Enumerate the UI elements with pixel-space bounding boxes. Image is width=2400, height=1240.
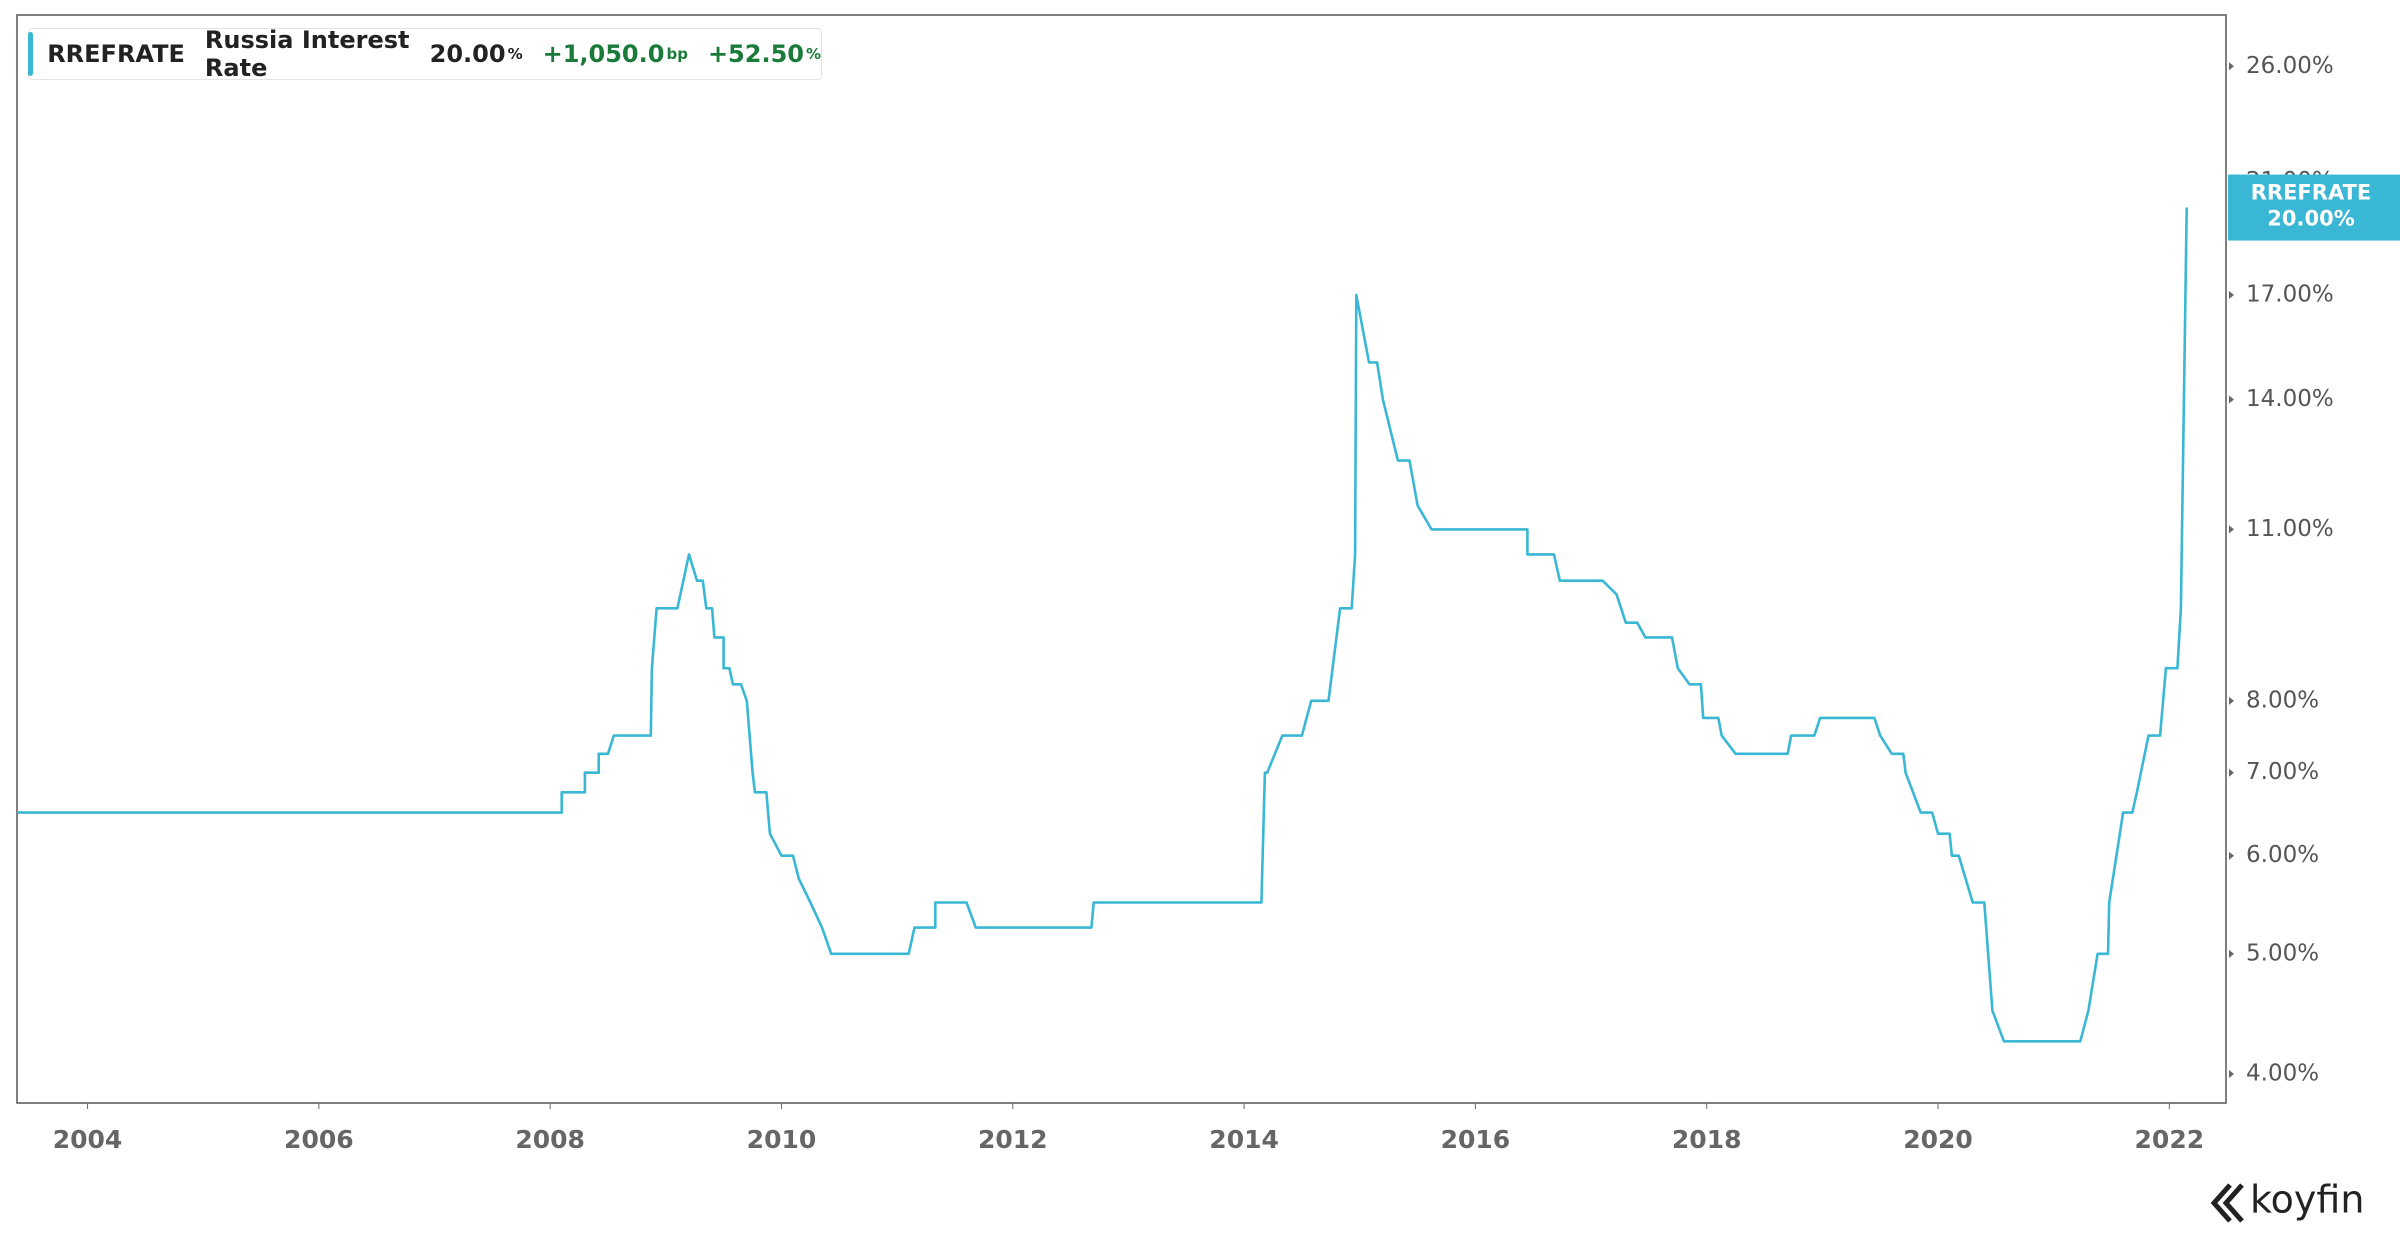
x-tick-label: 2016 [1441,1125,1511,1154]
x-tick-label: 2014 [1209,1125,1279,1154]
x-tick-label: 2010 [747,1125,817,1154]
y-tick-label: 14.00% [2246,386,2334,412]
logo-icon [2210,1183,2244,1223]
y-tick-label: 8.00% [2246,687,2319,713]
y-tick-label: 6.00% [2246,842,2319,868]
badge-name: RREFRATE [2251,181,2372,205]
y-tick [2229,395,2234,404]
x-tick-label: 2022 [2135,1125,2205,1154]
series-line [17,207,2188,1043]
y-tick-label: 11.00% [2246,516,2334,542]
y-tick-label: 7.00% [2246,759,2319,785]
y-tick-label: 5.00% [2246,940,2319,966]
x-tick-label: 2008 [515,1125,585,1154]
legend-pct: +52.50 [707,40,804,68]
x-tick-label: 2006 [284,1125,354,1154]
legend-unit: bp [666,45,688,63]
legend-unit: % [507,45,523,63]
y-tick [2229,768,2234,777]
legend-name: Russia Interest Rate [204,26,410,82]
y-tick [2229,696,2234,705]
y-tick [2229,62,2234,71]
y-tick-label: 17.00% [2246,282,2334,308]
x-tick-label: 2012 [978,1125,1048,1154]
price-badge [2228,174,2400,241]
legend-change: +1,050.0 [542,40,665,68]
x-tick-label: 2018 [1672,1125,1742,1154]
badge-value: 20.00% [2267,207,2354,231]
y-tick-label: 26.00% [2246,53,2334,79]
legend-last: 20.00 [429,40,506,68]
y-tick [2229,949,2234,958]
x-tick-label: 2020 [1903,1125,1973,1154]
logo: koyfin [2250,1178,2364,1222]
legend-swatch [28,32,34,76]
y-tick-label: 4.00% [2246,1060,2319,1086]
legend: RREFRATE Russia Interest Rate 20.00% +1,… [28,26,822,82]
plot-frame [16,14,2227,1104]
y-tick [2229,525,2234,534]
x-tick-label: 2004 [53,1125,123,1154]
legend-ticker: RREFRATE [47,40,185,68]
y-tick [2229,851,2234,860]
y-tick [2229,1069,2234,1078]
legend-unit: % [805,45,821,63]
y-tick [2229,291,2234,300]
